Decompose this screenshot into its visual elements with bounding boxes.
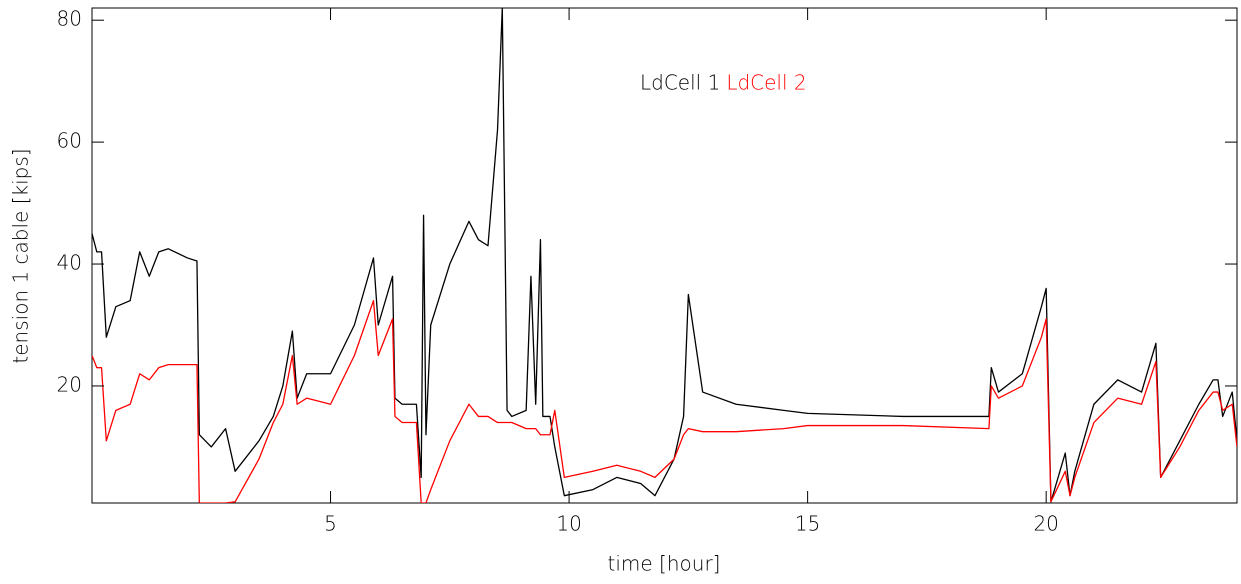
x-tick-label: 10	[556, 512, 581, 536]
legend-entry: LdCell 2	[726, 71, 806, 95]
y-tick-label: 60	[57, 129, 82, 153]
x-tick-label: 20	[1033, 512, 1058, 536]
x-tick-label: 5	[324, 512, 337, 536]
x-tick-label: 15	[795, 512, 820, 536]
plot-lines	[92, 8, 1237, 503]
y-tick-label: 20	[57, 372, 82, 396]
series-line	[92, 8, 1237, 503]
y-tick-label: 80	[57, 7, 82, 31]
series-line	[92, 299, 1237, 503]
y-axis-label: tension 1 cable [kips]	[9, 148, 33, 363]
legend-entry: LdCell 1	[640, 71, 720, 95]
plot-frame	[91, 7, 1238, 504]
y-tick-label: 40	[57, 251, 82, 275]
x-axis-label: time [hour]	[608, 552, 721, 576]
